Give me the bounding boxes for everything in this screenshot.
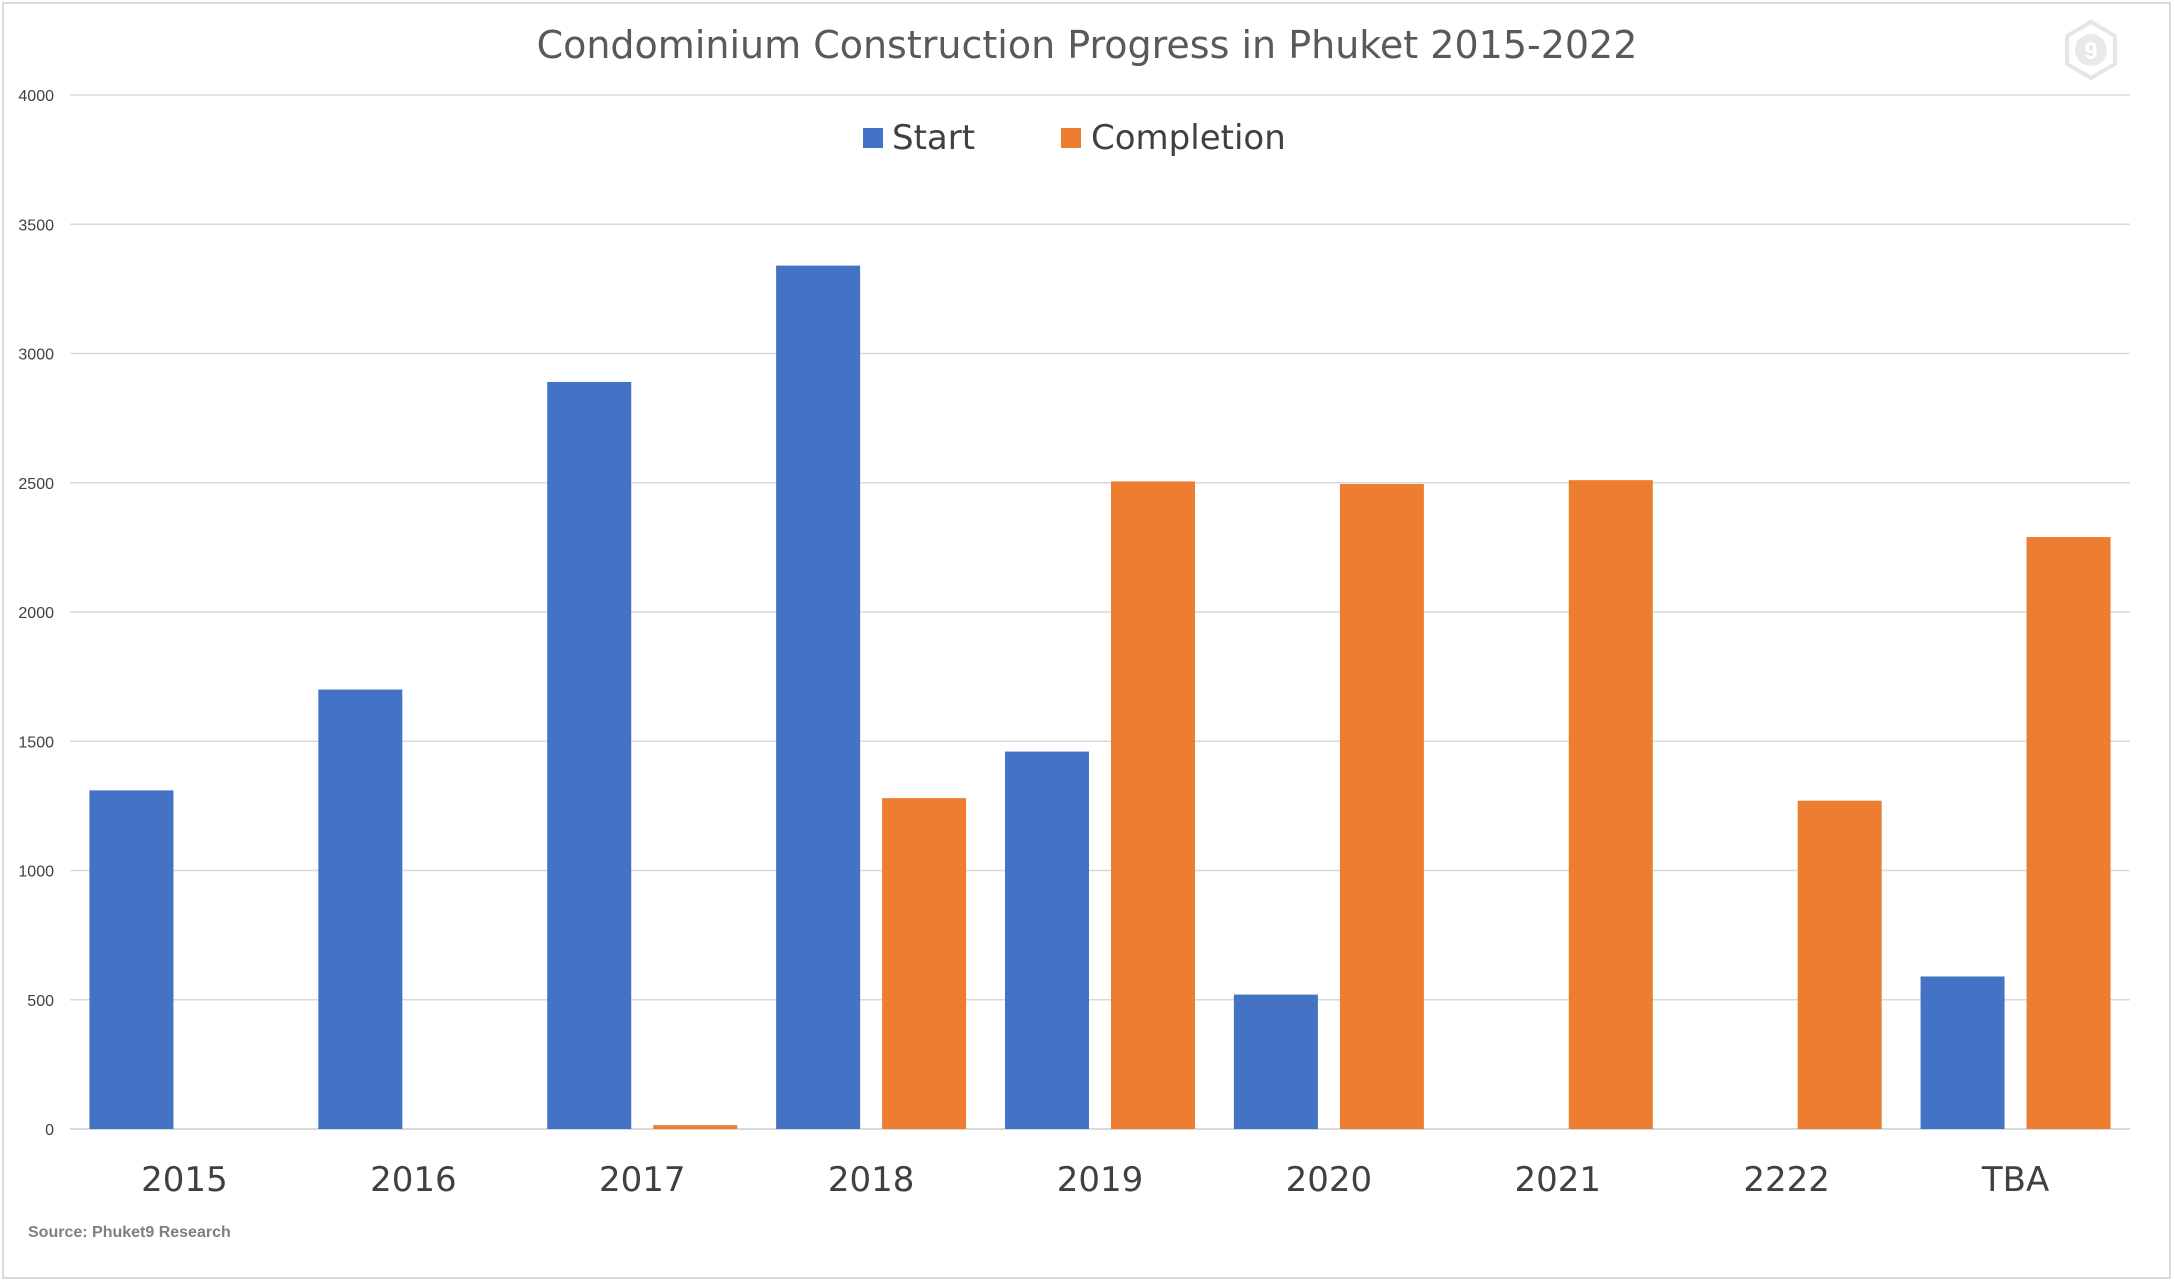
x-axis-ticks: 2015 2016 2017 2018 2019 2020 2021 2222 TBA	[141, 1160, 2049, 1200]
bar-completion-2021	[1568, 480, 1653, 1129]
x-tick-label: 2020	[1286, 1160, 1373, 1200]
x-tick-label: 2021	[1515, 1160, 1602, 1200]
gridlines	[70, 94, 2130, 1001]
y-axis-ticks: 0 500 1000 1500 2000 2500 3000 3500 4000	[18, 88, 54, 1139]
bar-completion-2017	[653, 1125, 738, 1129]
logo-text: 9	[2084, 38, 2097, 65]
phuket9-logo-icon: 9	[2065, 19, 2117, 81]
legend-label-start: Start	[892, 118, 975, 158]
bar-start-2015	[89, 790, 174, 1129]
bar-start-2020	[1233, 994, 1318, 1129]
bar-start-2019	[1005, 751, 1089, 1129]
bar-start-2016	[318, 689, 403, 1129]
legend-swatch-start	[863, 128, 883, 148]
bar-completion-2222	[1797, 800, 1882, 1129]
bar-start-2018	[776, 265, 861, 1129]
y-tick-label: 2000	[18, 605, 54, 622]
y-tick-label: 4000	[18, 88, 54, 105]
x-tick-label: TBA	[1981, 1160, 2049, 1200]
bar-start-2017	[547, 381, 632, 1129]
bar-completion-2018	[882, 798, 967, 1129]
legend-swatch-completion	[1061, 128, 1081, 148]
bar-completion-2020	[1339, 484, 1424, 1130]
bar-start-TBA	[1920, 976, 2005, 1129]
y-tick-label: 0	[45, 1122, 54, 1139]
x-tick-label: 2019	[1057, 1160, 1144, 1200]
x-tick-label: 2222	[1743, 1160, 1830, 1200]
y-tick-label: 2500	[18, 476, 54, 493]
bar-completion-2019	[1111, 481, 1195, 1129]
y-tick-label: 500	[27, 993, 54, 1010]
y-tick-label: 3500	[18, 217, 54, 234]
y-tick-label: 1000	[18, 864, 54, 881]
chart-title: Condominium Construction Progress in Phu…	[537, 23, 1638, 67]
x-tick-label: 2017	[599, 1160, 686, 1200]
x-tick-label: 2018	[828, 1160, 915, 1200]
x-tick-label: 2016	[370, 1160, 457, 1200]
x-tick-label: 2015	[141, 1160, 228, 1200]
y-tick-label: 1500	[18, 734, 54, 751]
legend: Start Completion	[863, 118, 1286, 158]
source-note: Source: Phuket9 Research	[28, 1224, 231, 1241]
legend-label-completion: Completion	[1091, 118, 1286, 158]
y-tick-label: 3000	[18, 347, 54, 364]
bar-completion-TBA	[2026, 537, 2111, 1129]
bars	[89, 265, 2111, 1130]
